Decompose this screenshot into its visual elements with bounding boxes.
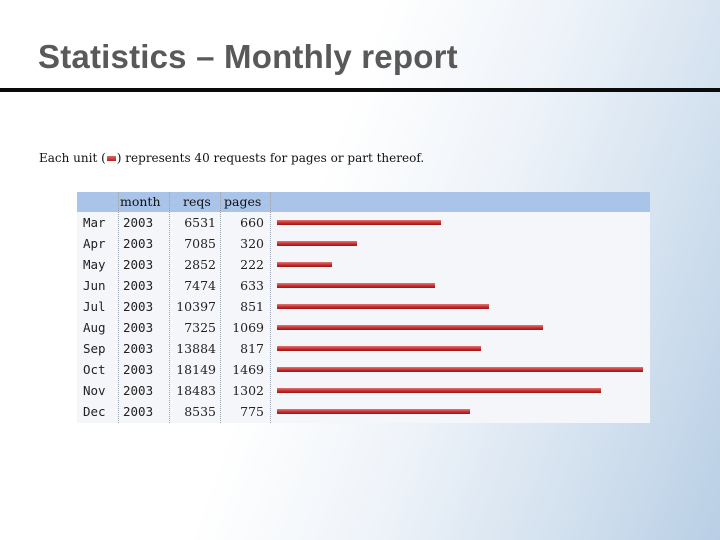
month-year: 2003 — [123, 215, 154, 230]
report-intro: Each unit ( ) represents 40 requests for … — [39, 151, 424, 165]
month-name: Dec — [83, 404, 106, 419]
month-year: 2003 — [123, 278, 154, 293]
month-year: 2003 — [123, 236, 154, 251]
month-name: Apr — [83, 236, 106, 251]
table-header-row — [77, 192, 650, 212]
month-name: Jul — [83, 299, 106, 314]
monthly-report-table: month reqs pages Mar 2003 6531 660 Apr 2003 70… — [77, 192, 650, 423]
column-separator — [220, 192, 221, 423]
bar-sep — [277, 346, 481, 351]
month-year: 2003 — [123, 299, 154, 314]
month-name: Sep — [83, 341, 106, 356]
month-name: Mar — [83, 215, 106, 230]
reqs-value: 13884 — [176, 341, 216, 356]
slide-title: Statistics – Monthly report — [38, 38, 458, 75]
bar-nov — [277, 388, 601, 393]
column-header-reqs: reqs — [183, 194, 211, 209]
reqs-value: 18149 — [176, 362, 216, 377]
bar-jun — [277, 283, 435, 288]
reqs-value: 7085 — [184, 236, 216, 251]
pages-value: 851 — [240, 299, 264, 314]
pages-value: 660 — [240, 215, 264, 230]
month-year: 2003 — [123, 341, 154, 356]
column-header-month: month — [120, 194, 161, 209]
bar-mar — [277, 220, 441, 225]
month-name: Nov — [83, 383, 106, 398]
bar-apr — [277, 241, 357, 246]
month-year: 2003 — [123, 404, 154, 419]
month-year: 2003 — [123, 383, 154, 398]
column-header-pages: pages — [224, 194, 262, 209]
pages-value: 817 — [240, 341, 264, 356]
pages-value: 1469 — [232, 362, 264, 377]
bar-jul — [277, 304, 489, 309]
pages-value: 1069 — [232, 320, 264, 335]
pages-value: 1302 — [232, 383, 264, 398]
month-name: May — [83, 257, 106, 272]
title-divider — [0, 88, 720, 92]
pages-value: 320 — [240, 236, 264, 251]
reqs-value: 8535 — [184, 404, 216, 419]
bar-may — [277, 262, 332, 267]
bar-oct — [277, 367, 643, 372]
month-year: 2003 — [123, 362, 154, 377]
month-name: Aug — [83, 320, 106, 335]
month-year: 2003 — [123, 320, 154, 335]
pages-value: 775 — [240, 404, 264, 419]
reqs-value: 7325 — [184, 320, 216, 335]
column-separator — [270, 192, 271, 423]
intro-text-before: Each unit ( — [39, 151, 106, 165]
pages-value: 633 — [240, 278, 264, 293]
reqs-value: 6531 — [184, 215, 216, 230]
bar-dec — [277, 409, 470, 414]
column-separator — [169, 192, 170, 423]
unit-swatch-icon — [106, 156, 116, 161]
reqs-value: 7474 — [184, 278, 216, 293]
reqs-value: 18483 — [176, 383, 216, 398]
bar-aug — [277, 325, 543, 330]
reqs-value: 10397 — [176, 299, 216, 314]
month-name: Oct — [83, 362, 106, 377]
month-name: Jun — [83, 278, 106, 293]
month-year: 2003 — [123, 257, 154, 272]
reqs-value: 2852 — [184, 257, 216, 272]
column-separator — [118, 192, 119, 423]
pages-value: 222 — [240, 257, 264, 272]
intro-text-after: ) represents 40 requests for pages or pa… — [116, 151, 425, 165]
